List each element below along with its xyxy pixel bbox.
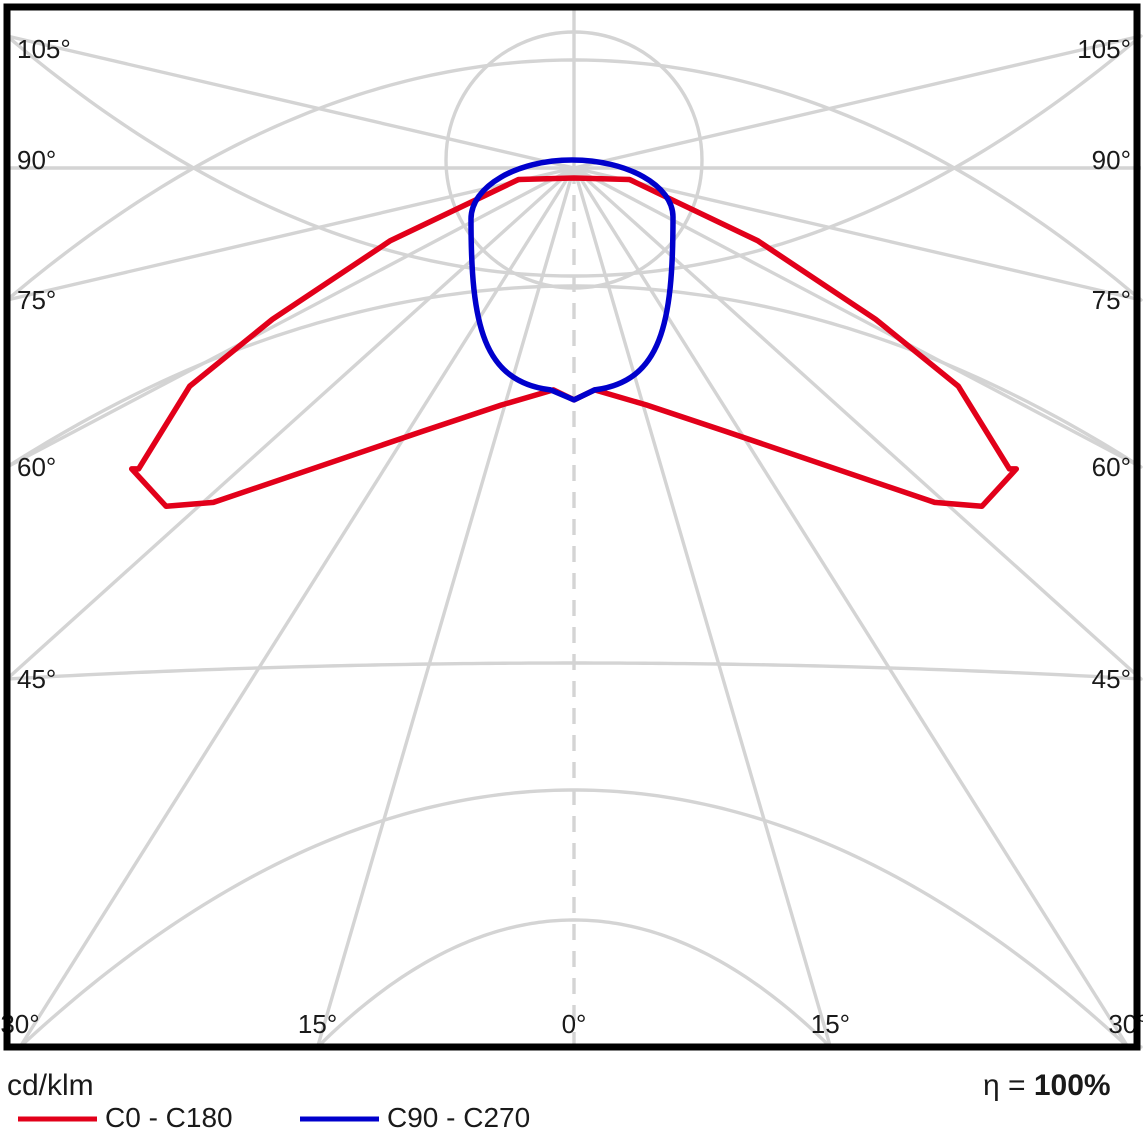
svg-text:45°: 45° [17,664,56,694]
svg-text:60°: 60° [17,452,56,482]
svg-text:105°: 105° [17,34,71,64]
svg-text:45°: 45° [1092,664,1131,694]
svg-text:cd/klm: cd/klm [7,1069,94,1102]
svg-text:60°: 60° [1092,452,1131,482]
svg-text:15°: 15° [811,1009,850,1039]
svg-text:15°: 15° [298,1009,337,1039]
svg-text:C90 - C270: C90 - C270 [387,1102,530,1133]
svg-text:75°: 75° [1092,285,1131,315]
svg-text:75°: 75° [17,285,56,315]
svg-text:105°: 105° [1077,34,1131,64]
svg-text:90°: 90° [1092,145,1131,175]
svg-text:0°: 0° [562,1009,587,1039]
svg-text:90°: 90° [17,145,56,175]
svg-text:C0 - C180: C0 - C180 [105,1102,233,1133]
svg-text:η = 100%: η = 100% [983,1069,1111,1102]
